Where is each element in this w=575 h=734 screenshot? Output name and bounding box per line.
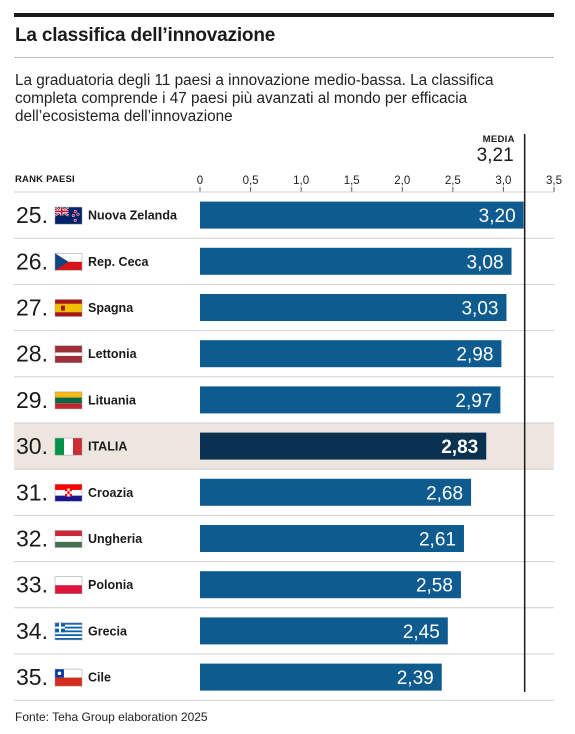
hungary-flag (54, 530, 83, 548)
czech-flag (54, 253, 83, 271)
value-label-lettonia: 2,98 (456, 345, 493, 366)
top-rule (14, 13, 554, 17)
country-label-lettonia: Lettonia (88, 347, 138, 361)
rank-number: 28. (16, 341, 48, 367)
axis-tick-label: 2,0 (394, 175, 410, 187)
rank-number: 34. (16, 618, 48, 644)
media-value: 3,21 (476, 145, 514, 166)
country-label-italia: ITALIA (88, 440, 127, 454)
bar-croazia (200, 478, 472, 506)
value-label-spagna: 3,03 (461, 299, 498, 320)
axis-tick-label: 3,0 (495, 175, 511, 187)
bar-italia (200, 432, 487, 460)
value-label-rep-ceca: 3,08 (467, 252, 504, 273)
lithuania-flag (54, 391, 83, 410)
value-label-polonia: 2,58 (416, 576, 453, 597)
value-label-cile: 2,39 (397, 668, 434, 689)
axis-tick-label: 1,0 (293, 175, 309, 187)
chart-title: La classifica dell’innovazione (15, 25, 276, 46)
rank-number: 32. (16, 526, 48, 552)
rank-countries-header: RANK PAESI (15, 174, 75, 185)
axis-tick-label: 2,5 (445, 175, 461, 187)
value-label-nuova-zelanda: 3,20 (479, 206, 516, 227)
chart-subtitle: La graduatoria degli 11 paesi a innovazi… (15, 72, 494, 125)
bar-spagna (200, 294, 507, 321)
source-note: Fonte: Teha Group elaboration 2025 (15, 710, 208, 724)
country-label-croazia: Croazia (88, 486, 134, 500)
country-label-ungheria: Ungheria (88, 532, 143, 546)
value-label-croazia: 2,68 (426, 483, 463, 504)
new-zealand-flag (54, 206, 83, 225)
country-label-nuova-zelanda: Nuova Zelanda (88, 209, 178, 223)
country-label-cile: Cile (88, 671, 111, 685)
spain-flag (54, 299, 83, 317)
latvia-flag (54, 345, 83, 363)
bar-rep-ceca (200, 247, 512, 275)
bar-cile (200, 663, 442, 691)
bar-ungheria (200, 525, 464, 552)
rank-number: 26. (16, 248, 48, 274)
rank-number: 25. (16, 202, 48, 228)
title-divider (14, 57, 554, 58)
value-label-italia: 2,83 (441, 437, 478, 458)
country-label-grecia: Grecia (88, 624, 128, 638)
media-label: MEDIA (482, 134, 515, 145)
rank-number: 31. (16, 479, 48, 505)
axis-tick-label: 1,5 (344, 175, 360, 187)
rank-number: 35. (16, 664, 48, 690)
bar-polonia (200, 571, 461, 599)
axis-tick-label: 3,5 (546, 175, 562, 187)
country-label-spagna: Spagna (88, 301, 134, 315)
italy-flag (54, 437, 83, 456)
rank-number: 27. (16, 295, 48, 321)
rank-number: 29. (16, 387, 48, 413)
bar-lituania (200, 386, 501, 414)
bar-lettonia (200, 340, 502, 368)
bar-nuova-zelanda (200, 201, 524, 229)
chile-flag (54, 668, 83, 687)
country-label-lituania: Lituania (88, 393, 137, 407)
axis-tick-label: 0 (197, 175, 203, 187)
axis-tick-label: 0,5 (243, 175, 259, 187)
rank-number: 33. (16, 572, 48, 598)
rank-number: 30. (16, 433, 48, 459)
country-label-polonia: Polonia (88, 578, 134, 592)
value-label-ungheria: 2,61 (419, 530, 456, 551)
bar-grecia (200, 617, 448, 645)
greece-flag (54, 622, 83, 641)
croatia-flag (54, 484, 83, 502)
value-label-grecia: 2,45 (403, 622, 440, 643)
poland-flag (54, 576, 83, 594)
value-label-lituania: 2,97 (455, 391, 492, 412)
country-label-rep-ceca: Rep. Ceca (88, 255, 149, 269)
